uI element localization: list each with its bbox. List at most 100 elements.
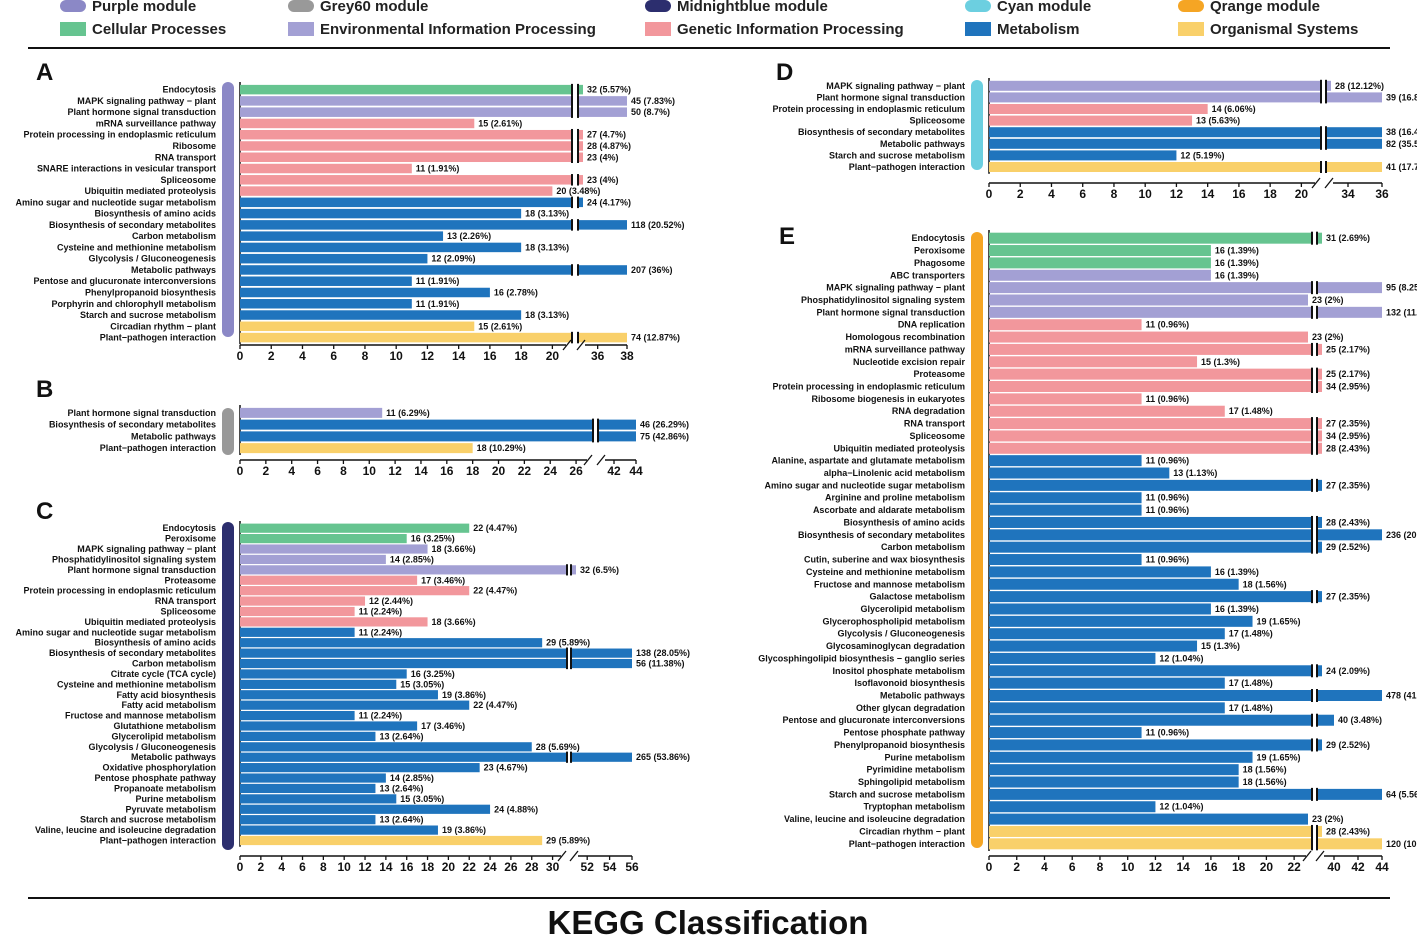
bar-fructose-and-mannose-metabolism [989,578,1239,590]
value-label-glycolysis-gluconeogenesis: 28 (5.69%) [536,742,580,752]
x-tick-label: 8 [340,464,347,478]
bar-cysteine-and-methionine-metabolism [989,566,1211,578]
bar-circadian-rhythm-plant [989,825,1312,837]
legend-swatch-cyan-module [965,0,991,12]
legend-swatch-qrange-module [1178,0,1204,12]
category-label-phenylpropanoid-biosynthesis: Phenylpropanoid biosynthesis [834,740,965,750]
bar-metabolic-pathways-continued [578,265,627,275]
bar-mapk-signaling-pathway-plant [989,80,1321,91]
bar-plant-pathogen-interaction-continued [1326,162,1382,172]
value-label-phosphatidylinositol-signaling-system: 14 (2.85%) [390,554,434,564]
bar-biosynthesis-of-secondary-metabolites-continued [578,220,627,230]
category-label-mapk-signaling-pathway-plant: MAPK signaling pathway − plant [77,544,216,554]
category-label-ascorbate-and-aldarate-metabolism: Ascorbate and aldarate metabolism [813,505,965,515]
category-label-cysteine-and-methionine-metabolism: Cysteine and methionine metabolism [806,567,965,577]
category-label-rna-transport: RNA transport [155,596,216,606]
bar-amino-sugar-and-nucleotide-sugar-metabolism-continued [578,197,583,208]
bar-ubiquitin-mediated-proteolysis-continued [1317,442,1322,454]
value-label-inositol-phosphate-metabolism: 24 (2.09%) [1326,666,1370,676]
value-label-ubiquitin-mediated-proteolysis: 18 (3.66%) [432,617,476,627]
value-label-plant-hormone-signal-transduction: 32 (6.5%) [580,565,619,575]
x-tick-label: 4 [278,860,285,874]
legend-label-cellular-processes: Cellular Processes [92,21,226,38]
x-tick-label: 0 [237,860,244,874]
category-label-purine-metabolism: Purine metabolism [884,752,965,762]
bar-circadian-rhythm-plant [240,321,475,332]
value-label-cutin-suberine-and-wax-biosynthesis: 11 (0.96%) [1146,555,1190,565]
value-label-phenylpropanoid-biosynthesis: 29 (2.52%) [1326,740,1370,750]
value-label-pyruvate-metabolism: 24 (4.88%) [494,804,538,814]
x-tick-label: 0 [237,349,244,363]
category-label-other-glycan-degradation: Other glycan degradation [856,703,965,713]
category-label-metabolic-pathways: Metabolic pathways [880,691,965,701]
category-label-glycolysis-gluconeogenesis: Glycolysis / Gluconeogenesis [837,629,965,639]
legend-label-grey60-module: Grey60 module [320,0,428,15]
bar-oxidative-phosphorylation [240,763,480,773]
legend-swatch-environmental-information-processing [288,22,314,36]
x-tick-label: 54 [603,860,617,874]
category-label-pentose-phosphate-pathway: Pentose phosphate pathway [843,728,965,738]
bar-sphingolipid-metabolism [989,776,1239,788]
bar-endocytosis-continued [578,84,583,95]
category-label-rna-transport: RNA transport [904,419,965,429]
bar-amino-sugar-and-nucleotide-sugar-metabolism-continued [1317,479,1322,491]
bar-peroxisome [989,245,1211,257]
category-label-plant-pathogen-interaction: Plant−pathogen interaction [100,333,216,343]
category-label-nucleotide-excision-repair: Nucleotide excision repair [853,357,966,367]
bar-protein-processing-in-endoplasmic-reticulum-continued [578,129,583,140]
value-label-metabolic-pathways: 82 (35.5%) [1386,139,1417,149]
value-label-abc-transporters: 16 (1.39%) [1215,270,1259,280]
category-label-glycosphingolipid-biosynthesis-ganglio-series: Glycosphingolipid biosynthesis − ganglio… [758,653,965,663]
bar-purine-metabolism [989,751,1253,763]
category-label-starch-and-sucrose-metabolism: Starch and sucrose metabolism [829,150,965,160]
bar-carbon-metabolism [989,541,1312,553]
category-label-rna-transport: RNA transport [155,152,216,162]
category-label-metabolic-pathways: Metabolic pathways [131,431,216,441]
category-label-tryptophan-metabolism: Tryptophan metabolism [863,802,965,812]
bar-mapk-signaling-pathway-plant [240,544,428,554]
category-label-metabolic-pathways: Metabolic pathways [880,139,965,149]
value-label-plant-pathogen-interaction: 74 (12.87%) [631,333,680,343]
value-label-mrna-surveillance-pathway: 25 (2.17%) [1326,344,1370,354]
panel-letter-D: D [776,59,793,86]
value-label-peroxisome: 16 (1.39%) [1215,246,1259,256]
bar-spliceosome [240,175,572,185]
category-label-starch-and-sucrose-metabolism: Starch and sucrose metabolism [80,310,216,320]
x-tick-label: 4 [1041,860,1048,874]
value-label-alpha-linolenic-acid-metabolism: 13 (1.13%) [1173,468,1217,478]
bar-inositol-phosphate-metabolism-continued [1317,665,1322,677]
category-label-ribosome-biogenesis-in-eukaryotes: Ribosome biogenesis in eukaryotes [811,394,965,404]
category-label-phenylpropanoid-biosynthesis: Phenylpropanoid biosynthesis [85,287,216,297]
bar-plant-hormone-signal-transduction [240,565,567,575]
x-tick-label: 34 [1341,187,1355,201]
bar-valine-leucine-and-isoleucine-degradation [240,825,438,835]
category-label-fructose-and-mannose-metabolism: Fructose and mannose metabolism [814,579,965,589]
category-label-plant-hormone-signal-transduction: Plant hormone signal transduction [816,307,965,317]
category-label-biosynthesis-of-secondary-metabolites: Biosynthesis of secondary metabolites [49,420,216,430]
category-label-ubiquitin-mediated-proteolysis: Ubiquitin mediated proteolysis [833,443,965,453]
category-label-spliceosome: Spliceosome [160,175,216,185]
category-label-plant-hormone-signal-transduction: Plant hormone signal transduction [67,565,216,575]
bar-fructose-and-mannose-metabolism [240,710,355,721]
x-tick-label: 42 [607,464,621,478]
x-tick-label: 8 [362,349,369,363]
category-label-glycolysis-gluconeogenesis: Glycolysis / Gluconeogenesis [88,254,216,264]
bar-ubiquitin-mediated-proteolysis [240,186,553,196]
category-label-valine-leucine-and-isoleucine-degradation: Valine, leucine and isoleucine degradati… [35,825,216,835]
category-label-carbon-metabolism: Carbon metabolism [132,659,216,669]
value-label-amino-sugar-and-nucleotide-sugar-metabolism: 11 (2.24%) [359,627,403,637]
bar-rna-transport [240,152,572,163]
bar-biosynthesis-of-secondary-metabolites [240,648,567,658]
value-label-plant-hormone-signal-transduction: 39 (16.88%) [1386,92,1417,102]
category-label-dna-replication: DNA replication [898,320,965,330]
value-label-proteasome: 17 (3.46%) [421,575,465,585]
category-label-plant-pathogen-interaction: Plant−pathogen interaction [849,839,965,849]
bar-endocytosis-continued [1317,232,1322,244]
value-label-purine-metabolism: 15 (3.05%) [400,794,444,804]
category-label-citrate-cycle-tca-cycle: Citrate cycle (TCA cycle) [111,669,216,679]
bar-ascorbate-and-aldarate-metabolism [989,504,1142,516]
category-label-ubiquitin-mediated-proteolysis: Ubiquitin mediated proteolysis [84,617,216,627]
value-label-biosynthesis-of-amino-acids: 28 (2.43%) [1326,517,1370,527]
bar-mapk-signaling-pathway-plant-continued [1326,80,1331,91]
